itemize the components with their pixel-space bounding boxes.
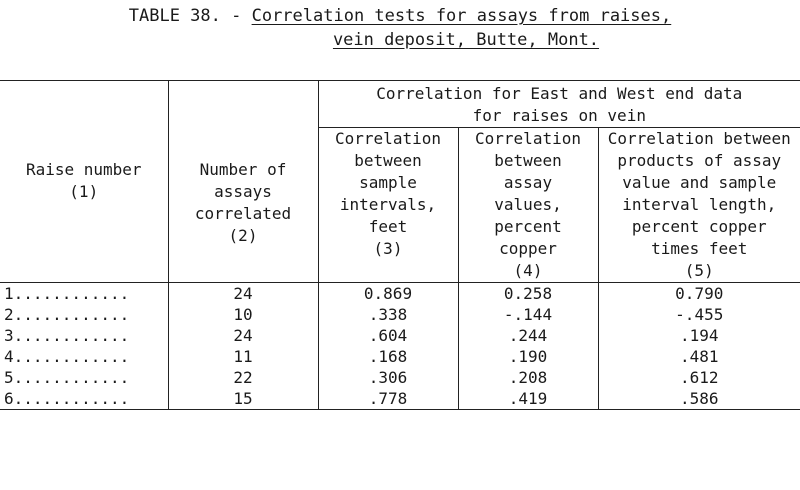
assay-count-cell: 15 (168, 388, 319, 410)
header-line: (4) (513, 261, 543, 280)
table-row: 3............ 24 .604 .244 .194 (0, 325, 800, 346)
header-line: assays (214, 182, 272, 201)
header-line: (2) (228, 226, 258, 245)
header-line: products of assay (617, 151, 782, 170)
interval-correlation-header: Correlation between sample intervals, fe… (318, 127, 459, 283)
table-number: TABLE 38. - (128, 6, 252, 26)
assay-count-cell: 22 (168, 367, 319, 388)
interval-correlation-cell: .778 (318, 388, 459, 410)
assay-count-cell: 24 (168, 282, 319, 304)
assay-value-correlation-cell: .190 (458, 346, 599, 367)
header-line: values, (494, 195, 562, 214)
products-correlation-cell: .612 (679, 368, 719, 387)
header-line: value and sample (622, 173, 777, 192)
interval-correlation-cell: .604 (318, 325, 459, 346)
table-row: 1............ 24 0.869 0.258 0.790 (0, 282, 800, 304)
header-line: (5) (684, 261, 714, 280)
table-body: 1............ 24 0.869 0.258 0.790 2....… (0, 282, 800, 410)
raise-number-cell: 3............ (0, 325, 169, 346)
correlation-table: Raise number (1) Number of assays correl… (0, 80, 800, 410)
header-line: (1) (69, 182, 99, 201)
assay-value-correlation-header: Correlation between assay values, percen… (458, 127, 599, 283)
raise-number-cell: 5............ (0, 367, 169, 388)
assay-value-correlation-cell: .208 (458, 367, 599, 388)
header-line: feet (368, 217, 408, 236)
assay-count-cell: 10 (168, 304, 319, 325)
products-correlation-cell: .586 (598, 388, 800, 410)
header-line: intervals, (339, 195, 437, 214)
table-row: 5............ 22 .306 .208 .612 (0, 367, 800, 388)
assay-value-correlation-cell: -.144 (458, 304, 599, 325)
products-correlation-cell: 0.790 (598, 282, 800, 304)
assay-value-correlation-cell: 0.258 (458, 282, 599, 304)
header-line: times feet (651, 239, 748, 258)
products-correlation-cell: -.455 (675, 305, 724, 324)
raise-number-cell: 1............ (0, 282, 169, 304)
header-line: between (494, 151, 562, 170)
raise-number-cell: 6............ (0, 388, 169, 410)
raise-number-cell: 2............ (0, 304, 169, 325)
header-line: sample (359, 173, 417, 192)
header-line: Raise number (25, 160, 142, 179)
header-line: Number of (199, 160, 287, 179)
header-line: percent (494, 217, 562, 236)
products-correlation-header: Correlation between products of assay va… (598, 128, 800, 283)
header-line: Correlation between (607, 129, 791, 148)
table-title: TABLE 38. - Correlation tests for assays… (0, 4, 800, 52)
title-line-2: vein deposit, Butte, Mont. (0, 28, 800, 52)
interval-correlation-cell: .168 (318, 346, 459, 367)
header-line: percent copper (631, 217, 767, 236)
assay-count-cell: 11 (168, 346, 319, 367)
east-west-group-header: Correlation for East and West end data f… (318, 80, 800, 128)
header-line: between (354, 151, 422, 170)
header-line: interval length, (622, 195, 777, 214)
products-correlation-cell: .194 (679, 326, 719, 345)
header-line: Correlation (335, 129, 441, 148)
assay-value-correlation-cell: .244 (458, 325, 599, 346)
header-line: (3) (373, 239, 403, 258)
header-line: Correlation (475, 129, 581, 148)
header-line: copper (499, 239, 557, 258)
interval-correlation-cell: 0.869 (318, 282, 459, 304)
raise-number-cell: 4............ (0, 346, 169, 367)
products-correlation-cell: .481 (679, 347, 719, 366)
header-line: for raises on vein (472, 106, 646, 125)
interval-correlation-cell: .338 (318, 304, 459, 325)
raise-number-header: Raise number (1) (0, 80, 169, 283)
interval-correlation-cell: .306 (318, 367, 459, 388)
header-line: assay (503, 173, 553, 192)
title-text-2: vein deposit, Butte, Mont. (332, 30, 600, 50)
table-row: 4............ 11 .168 .190 .481 (0, 346, 800, 367)
header-line: correlated (194, 204, 292, 223)
title-text-1: Correlation tests for assays from raises… (251, 6, 672, 26)
table-row: 6............ 15 .778 .419 .586 (0, 388, 800, 410)
assay-count-header: Number of assays correlated (2) (168, 80, 319, 283)
table-row: 2............ 10 .338 -.144 -.455 (0, 304, 800, 325)
header-line: Correlation for East and West end data (376, 84, 743, 103)
assay-count-cell: 24 (168, 325, 319, 346)
assay-value-correlation-cell: .419 (458, 388, 599, 410)
title-line-1: TABLE 38. - Correlation tests for assays… (0, 4, 800, 28)
